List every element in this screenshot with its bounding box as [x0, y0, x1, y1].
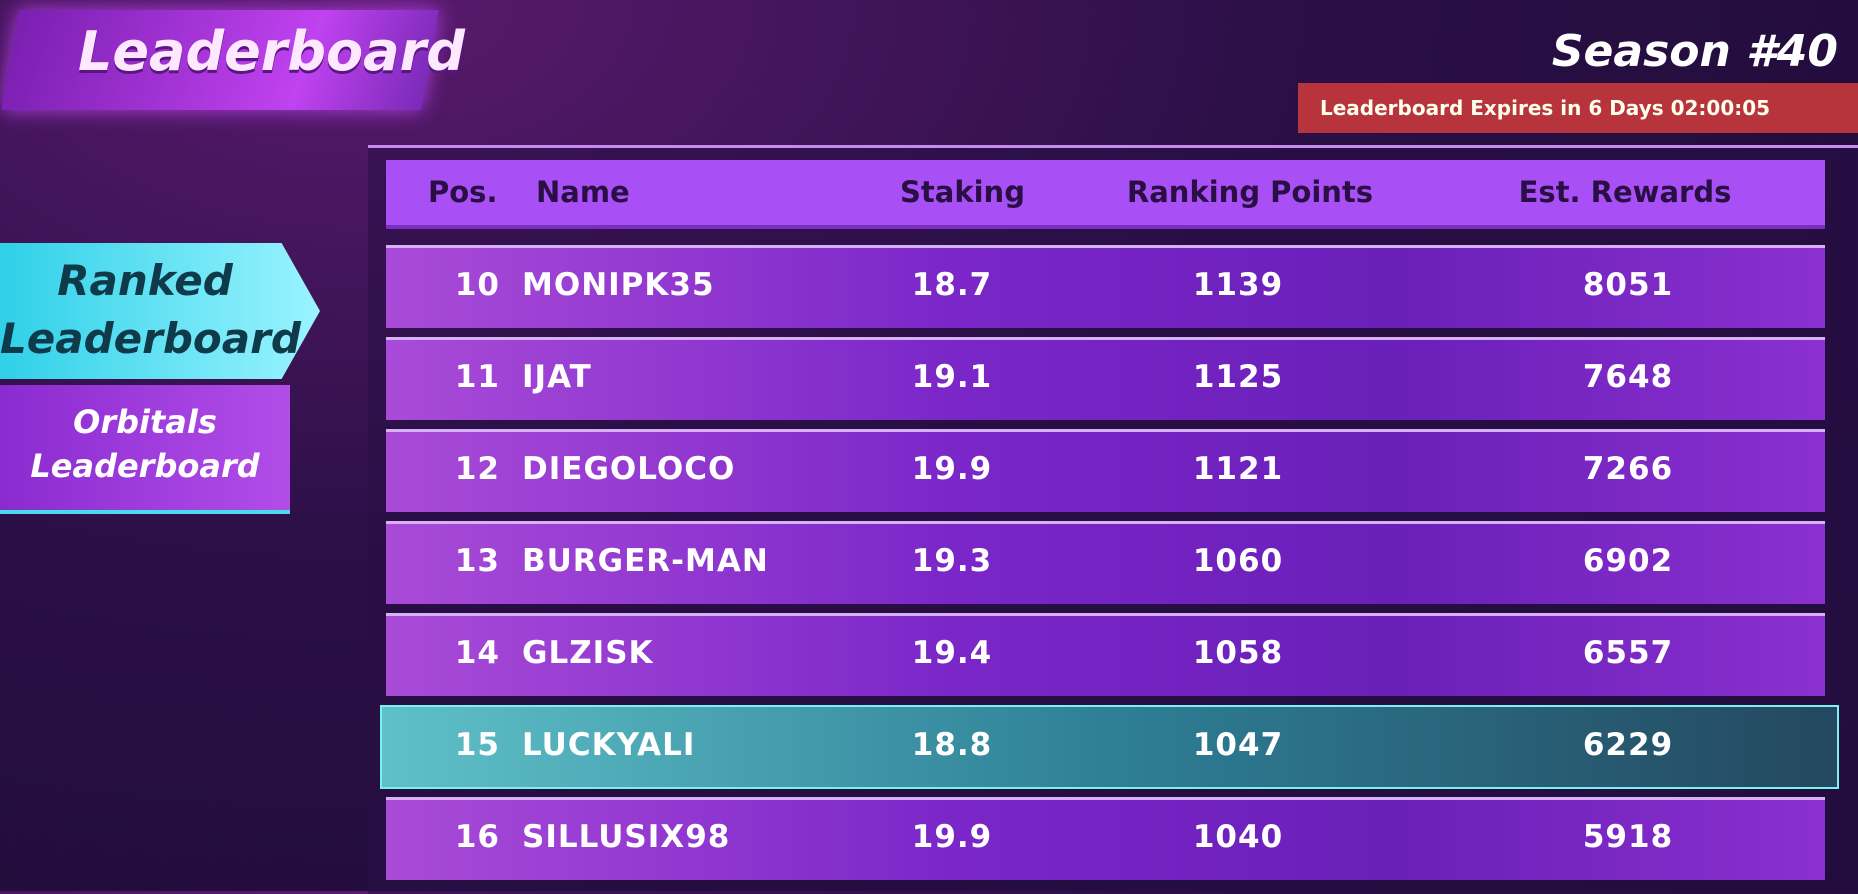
est-rewards: 6229	[1582, 727, 1674, 763]
position: 13	[454, 543, 500, 579]
ranking-points: 1125	[1192, 359, 1284, 395]
position: 11	[454, 359, 500, 395]
player-name: DIEGOLOCO	[522, 451, 736, 487]
staking-factor: 19.1	[911, 359, 993, 395]
table-row[interactable]	[386, 337, 1825, 420]
expiry-banner: Leaderboard Expires in 6 Days 02:00:05	[1298, 83, 1858, 133]
table-row[interactable]	[386, 245, 1825, 328]
position: 12	[454, 451, 500, 487]
staking-factor: 18.8	[911, 727, 993, 763]
tab-label[interactable]: Ranked Leaderboard	[0, 256, 301, 363]
table-row[interactable]	[386, 429, 1825, 512]
est-rewards: 7266	[1582, 451, 1674, 487]
player-name: MONIPK35	[522, 267, 715, 303]
ranking-points: 1047	[1192, 727, 1284, 763]
column-header: Staking Factor	[900, 175, 1025, 274]
est-rewards: 6557	[1582, 635, 1674, 671]
player-name: IJAT	[522, 359, 592, 395]
column-header: Pos.	[428, 175, 498, 209]
tab-label[interactable]: Orbitals Leaderboard	[30, 403, 260, 485]
ranking-points: 1139	[1192, 267, 1284, 303]
staking-factor: 19.9	[911, 819, 993, 855]
table-header	[386, 160, 1825, 225]
column-header: Est. Rewards	[1518, 175, 1732, 209]
staking-factor: 19.3	[911, 543, 993, 579]
position: 16	[454, 819, 500, 855]
staking-factor: 19.4	[911, 635, 993, 671]
tab-active[interactable]	[0, 243, 320, 379]
table-row[interactable]	[380, 705, 1839, 789]
est-rewards: 6902	[1582, 543, 1674, 579]
est-rewards: 7648	[1582, 359, 1674, 395]
player-name: LUCKYALI	[522, 727, 696, 763]
season: Season #40	[1551, 26, 1838, 77]
staking-factor: 19.9	[911, 451, 993, 487]
staking-factor: 18.7	[911, 267, 993, 303]
position: 15	[454, 727, 500, 763]
table-row[interactable]	[386, 613, 1825, 696]
ranking-points: 1040	[1192, 819, 1284, 855]
est-rewards: 8051	[1582, 267, 1674, 303]
column-header: Name	[536, 175, 630, 209]
ranking-points: 1121	[1192, 451, 1284, 487]
player-name: SILLUSIX98	[522, 819, 731, 855]
player-name: GLZISK	[522, 635, 654, 671]
tab[interactable]	[0, 385, 290, 514]
ranking-points: 1058	[1192, 635, 1284, 671]
est-rewards: 5918	[1582, 819, 1674, 855]
position: 10	[454, 267, 500, 303]
player-name: BURGER-MAN	[522, 543, 769, 579]
page-title: Leaderboard	[78, 20, 465, 83]
ranking-points: 1060	[1192, 543, 1284, 579]
table-row[interactable]	[386, 521, 1825, 604]
column-header: Ranking Points	[1126, 175, 1374, 209]
table-row[interactable]	[386, 797, 1825, 880]
position: 14	[454, 635, 500, 671]
